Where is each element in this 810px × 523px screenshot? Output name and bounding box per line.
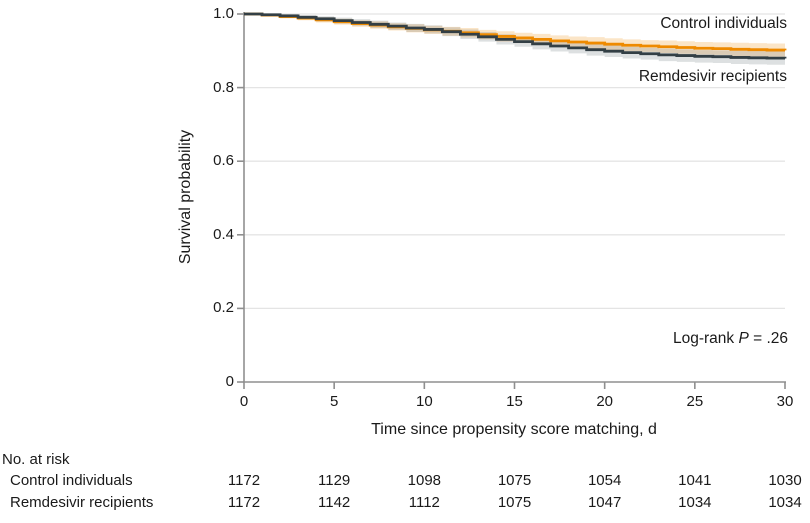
x-tick-label: 20 [596,393,613,410]
log-rank-p-symbol: P [738,330,749,347]
y-tick-label: 0.6 [213,152,234,170]
risk-count-cell: 1112 [408,494,440,511]
x-tick-label: 0 [239,393,249,410]
y-tick-label: 0.8 [213,78,234,96]
risk-count-cell: 1098 [407,472,442,489]
risk-count-cell: 1047 [587,494,622,511]
y-tick-label: 1.0 [213,5,234,22]
x-tick-label: 15 [506,393,523,410]
curve-label-control: Control individuals [660,15,787,32]
y-axis-title: Survival probability [177,129,194,265]
risk-row-label: Remdesivir recipients [10,494,154,511]
remdesivir-survival-curve [244,12,787,60]
risk-count-cell: 1142 [318,494,351,511]
x-tick-label: 30 [776,393,794,410]
risk-count-cell: 1172 [227,494,261,511]
risk-count-cell: 1054 [587,472,622,489]
risk-count-cell: 1034 [768,494,802,511]
risk-count-cell: 1034 [678,494,712,511]
risk-count-cell: 1030 [768,472,802,489]
x-tick-label: 5 [329,393,339,410]
curve-label-remdesivir: Remdesivir recipients [638,68,787,85]
risk-count-cell: 1172 [227,472,261,489]
risk-count-cell: 1041 [678,472,712,489]
log-rank-annotation: Log-rank P = .26 [673,330,788,348]
x-tick-label: 25 [686,393,704,410]
risk-row-label: Control individuals [10,472,133,489]
risk-count-cell: 1075 [497,494,532,511]
x-tick-label: 10 [415,393,433,410]
y-tick-label: 0.2 [213,299,234,317]
risk-count-cell: 1075 [497,472,532,489]
log-rank-value: = .26 [748,330,788,347]
y-tick-label: 0.4 [213,225,234,243]
log-rank-prefix: Log-rank [672,330,739,347]
risk-table-title: No. at risk [2,451,70,468]
risk-count-cell: 1129 [318,472,351,489]
y-tick-label: 0 [225,373,234,390]
x-axis-title: Time since propensity score matching, d [371,421,657,438]
